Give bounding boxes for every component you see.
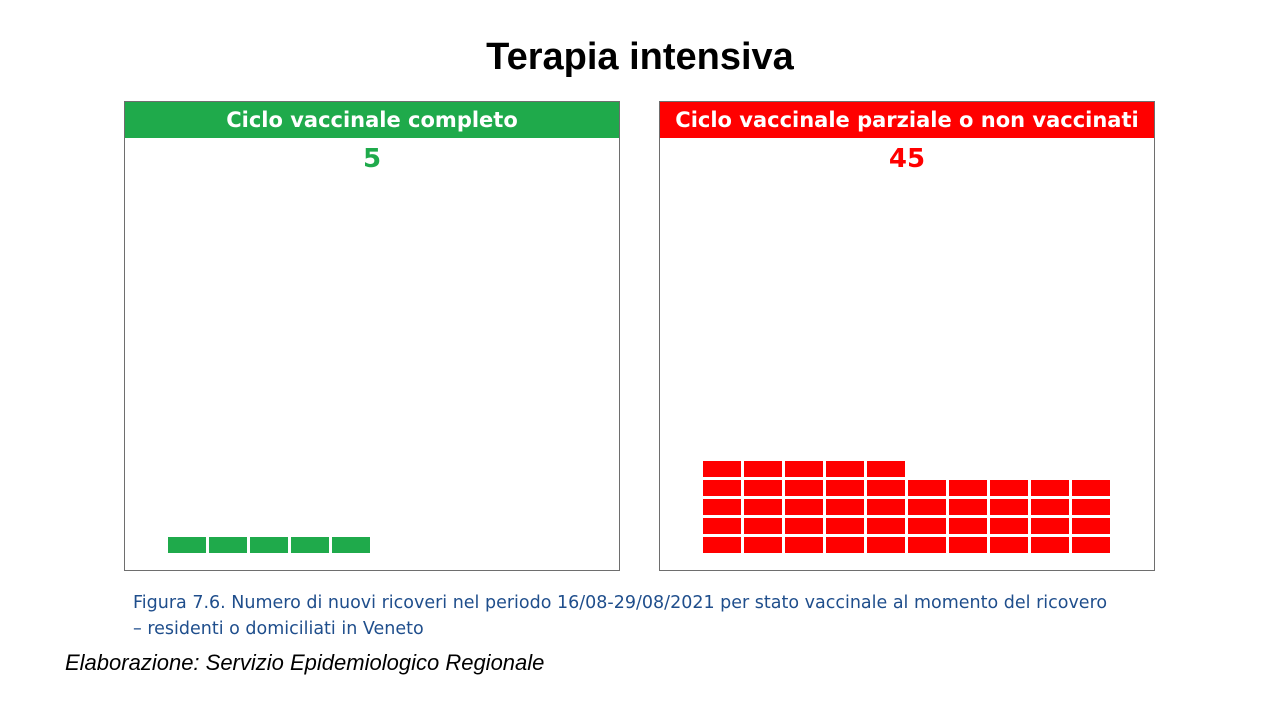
waffle-unit [1072,537,1110,553]
count-vaccinated: 5 [362,144,382,174]
panel-header-unvaccinated: Ciclo vaccinale parziale o non vaccinati [660,102,1154,138]
waffle-unit [908,480,946,496]
waffle-unit [908,518,946,534]
waffle-unit [990,518,1028,534]
waffle-unit [826,461,864,477]
waffle-unit [826,518,864,534]
waffle-unit [703,518,741,534]
waffle-unit [744,480,782,496]
waffle-unit [1031,499,1069,515]
waffle-chart-vaccinated [168,537,370,553]
figure-caption: Figura 7.6. Numero di nuovi ricoveri nel… [133,590,1173,642]
waffle-unit [703,499,741,515]
waffle-unit [949,518,987,534]
waffle-unit [949,499,987,515]
waffle-unit [744,499,782,515]
waffle-unit [867,480,905,496]
waffle-unit [867,537,905,553]
waffle-unit [209,537,247,553]
waffle-unit [703,537,741,553]
waffle-unit [949,480,987,496]
waffle-chart-unvaccinated [703,461,1110,553]
caption-line-2: – residenti o domiciliati in Veneto [133,619,424,639]
source-note: Elaborazione: Servizio Epidemiologico Re… [65,650,545,675]
waffle-unit [744,518,782,534]
panel-unvaccinated: Ciclo vaccinale parziale o non vaccinati… [659,101,1155,571]
waffle-unit [908,537,946,553]
waffle-unit [949,537,987,553]
waffle-unit [1031,480,1069,496]
waffle-unit [826,499,864,515]
waffle-unit [168,537,206,553]
waffle-unit [785,480,823,496]
waffle-unit [867,461,905,477]
waffle-unit [990,480,1028,496]
waffle-unit [990,499,1028,515]
count-unvaccinated: 45 [888,144,926,174]
panel-header-vaccinated: Ciclo vaccinale completo [125,102,619,138]
waffle-unit [1031,518,1069,534]
waffle-unit [826,537,864,553]
page-title: Terapia intensiva [486,36,794,78]
waffle-unit [744,537,782,553]
waffle-unit [785,518,823,534]
waffle-unit [908,499,946,515]
waffle-unit [990,537,1028,553]
waffle-unit [785,499,823,515]
waffle-unit [785,537,823,553]
waffle-unit [826,480,864,496]
waffle-unit [1072,480,1110,496]
panel-vaccinated: Ciclo vaccinale completo 5 [124,101,620,571]
waffle-unit [785,461,823,477]
waffle-unit [744,461,782,477]
waffle-unit [1072,499,1110,515]
waffle-unit [867,499,905,515]
waffle-unit [250,537,288,553]
waffle-unit [867,518,905,534]
waffle-unit [1072,518,1110,534]
waffle-unit [291,537,329,553]
waffle-unit [703,480,741,496]
waffle-unit [332,537,370,553]
waffle-unit [703,461,741,477]
waffle-unit [1031,537,1069,553]
caption-line-1: Figura 7.6. Numero di nuovi ricoveri nel… [133,593,1108,613]
